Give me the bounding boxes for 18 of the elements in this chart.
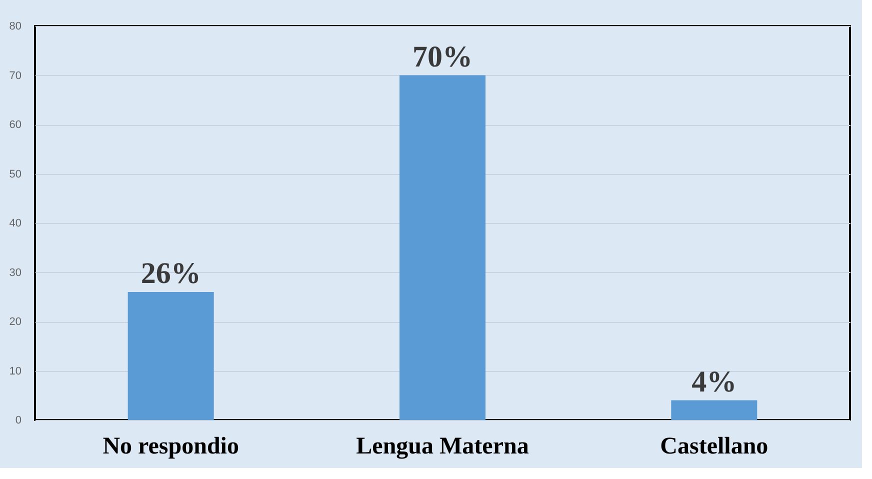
- y-tick-label: 50: [9, 168, 22, 180]
- y-tick-label: 60: [9, 119, 22, 131]
- data-label: 4%: [692, 365, 737, 398]
- bar: [128, 292, 214, 420]
- y-tick-label: 70: [9, 70, 22, 82]
- y-tick-label: 20: [9, 316, 22, 328]
- data-label: 70%: [412, 40, 472, 74]
- y-tick-label: 10: [9, 365, 22, 378]
- y-tick-label: 30: [9, 266, 22, 279]
- bar: [400, 75, 486, 420]
- y-tick-label: 80: [9, 20, 22, 32]
- bar: [671, 400, 758, 420]
- data-label: 26%: [140, 256, 201, 290]
- x-tick-label: No respondio: [102, 434, 239, 460]
- y-tick-label: 40: [9, 218, 22, 230]
- x-tick-label: Castellano: [660, 434, 768, 460]
- x-tick-label: Lengua Materna: [356, 434, 529, 460]
- y-tick-label: 0: [15, 414, 22, 426]
